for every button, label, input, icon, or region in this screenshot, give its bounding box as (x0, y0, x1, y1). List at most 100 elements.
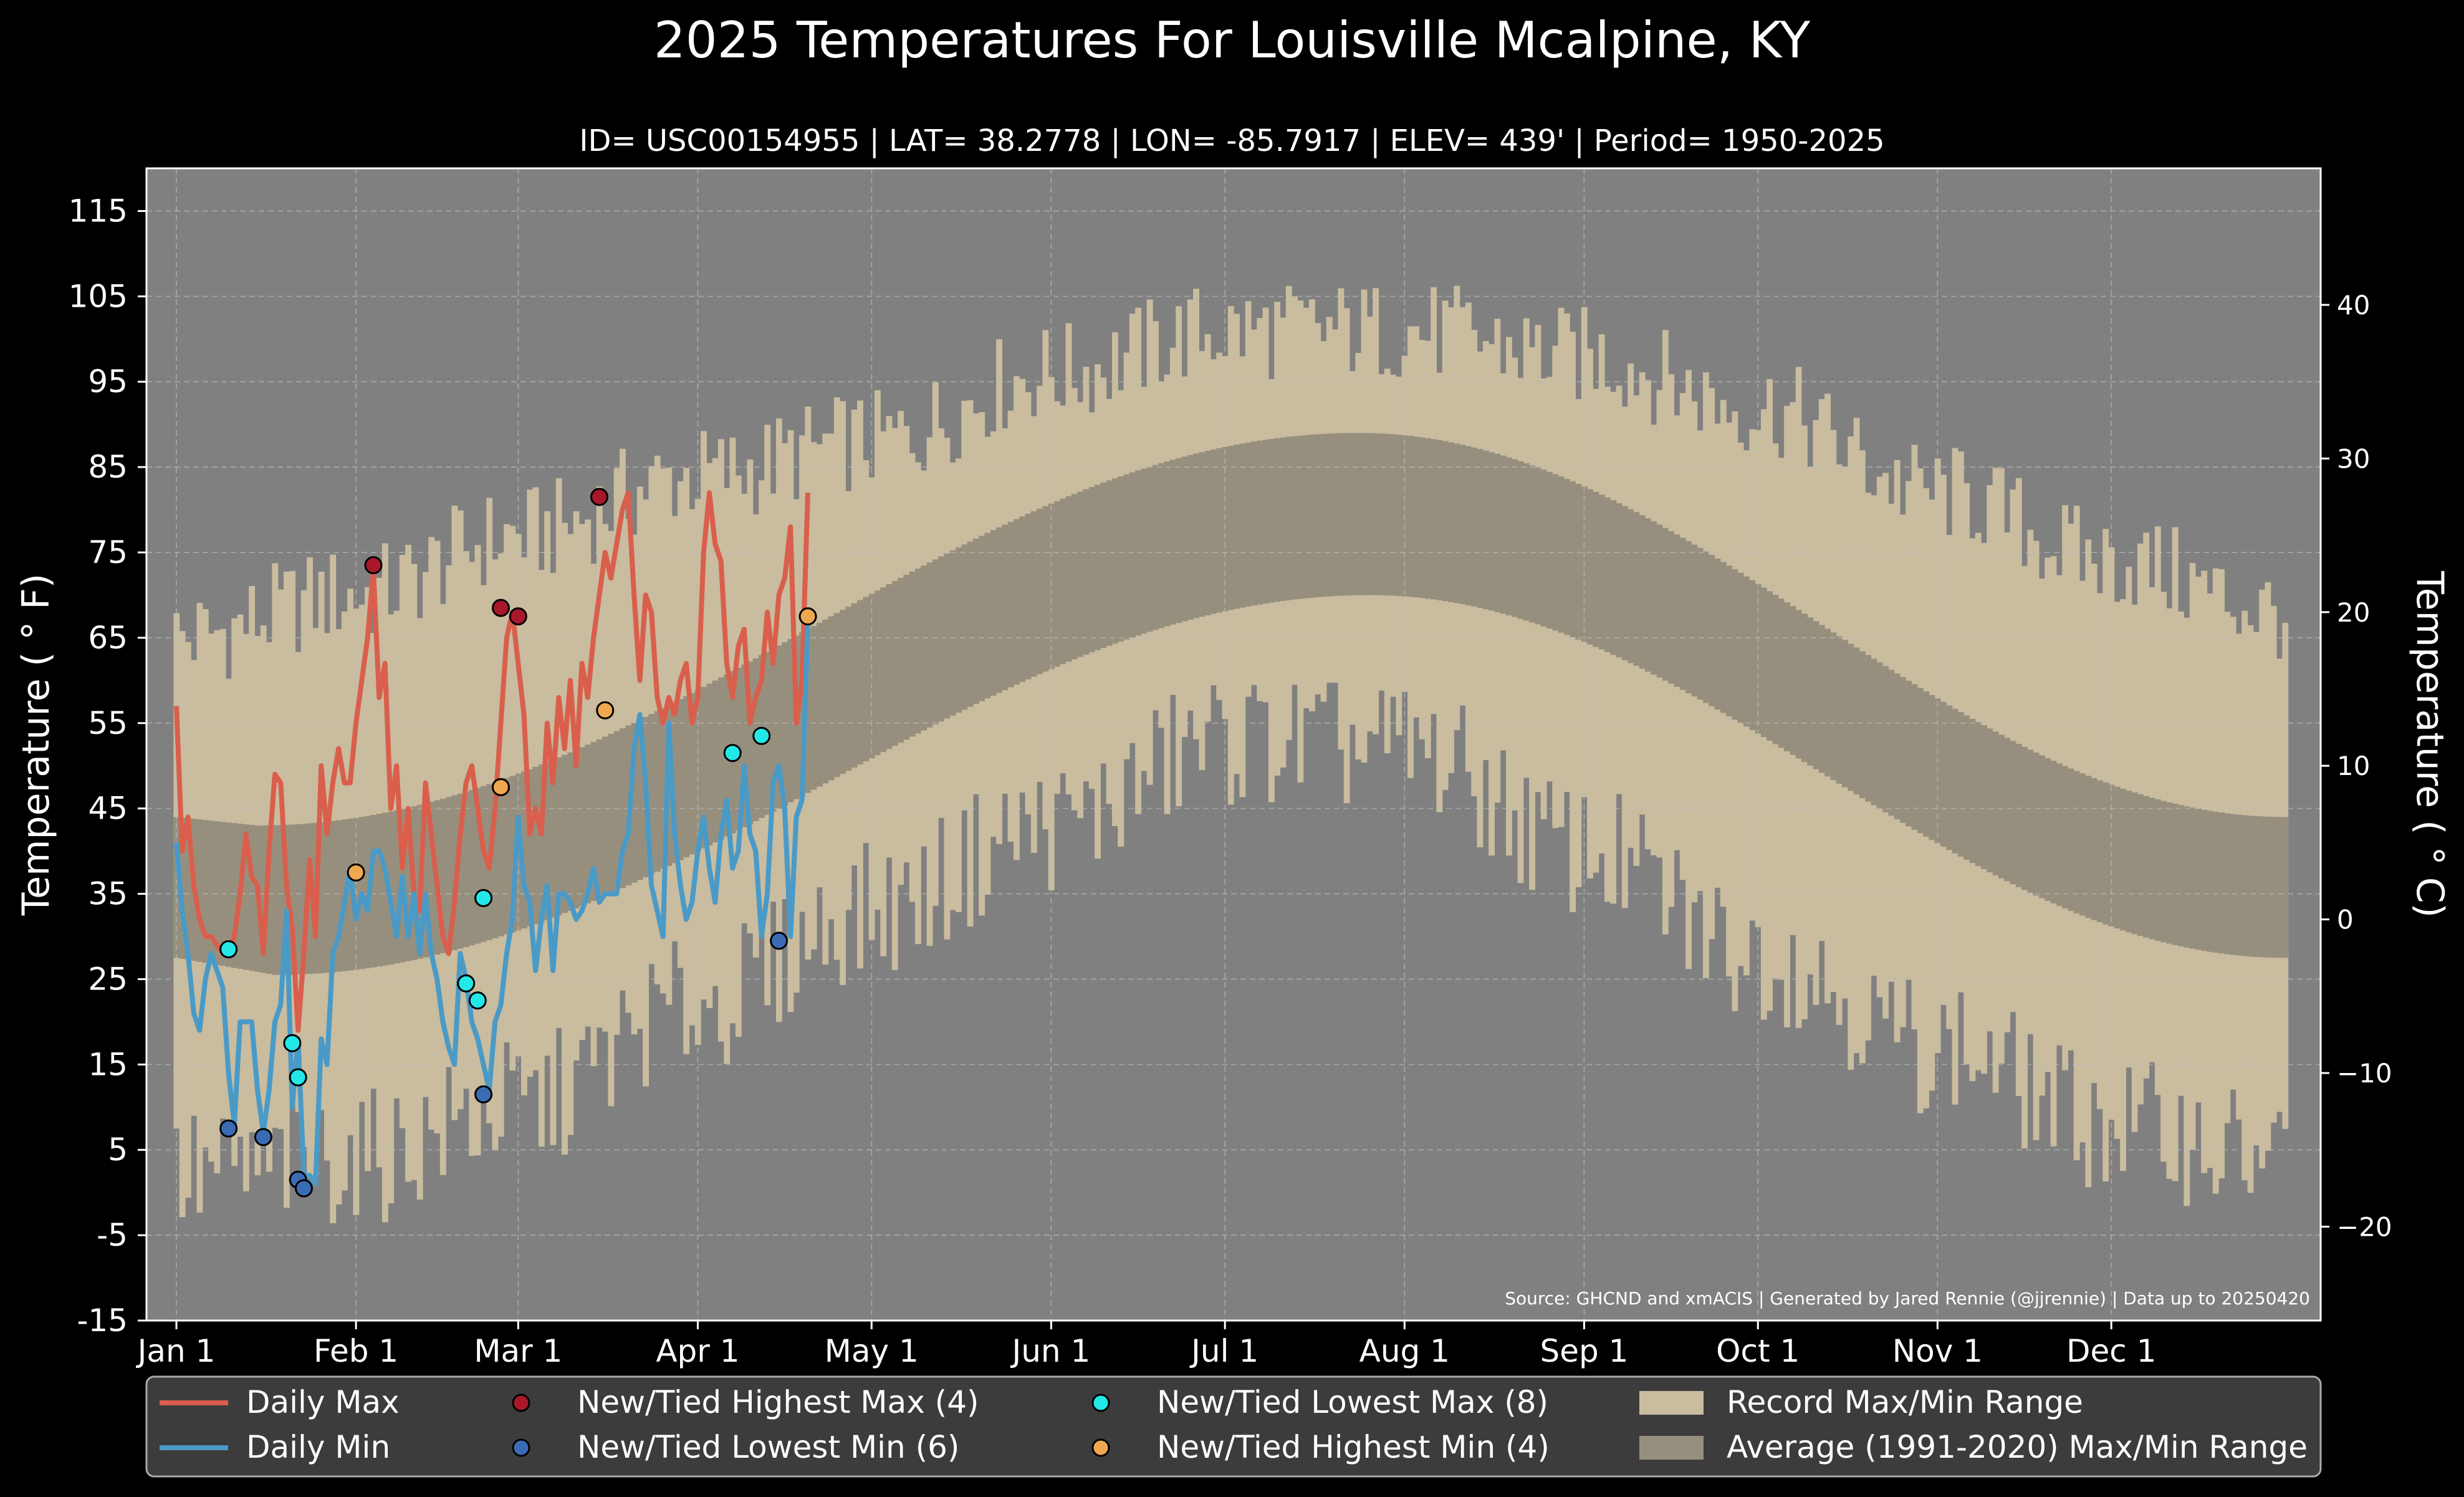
normal-range-bar (1257, 440, 1263, 605)
record-marker (219, 940, 238, 959)
normal-range-bar (1141, 468, 1148, 634)
normal-range-bar (1911, 684, 1918, 830)
normal-range-bar (2270, 817, 2277, 958)
record-marker (219, 1119, 238, 1138)
legend-label-highest-min: New/Tied Highest Min (4) (1157, 1429, 1550, 1465)
legend-swatch-record-range (1639, 1391, 1704, 1415)
normal-range-bar (2265, 816, 2271, 958)
y-tick-label: 25 (88, 961, 128, 997)
normal-range-bar (2212, 811, 2219, 953)
normal-range-bar (2184, 806, 2190, 948)
normal-range-bar (903, 574, 910, 740)
normal-range-bar (1552, 474, 1559, 631)
legend-swatch-lowest-min (512, 1438, 530, 1457)
normal-range-bar (840, 610, 846, 774)
normal-range-bar (492, 782, 499, 938)
normal-range-bar (202, 820, 209, 963)
normal-range-bar (1482, 450, 1489, 610)
normal-range-bar (1459, 445, 1466, 605)
normal-range-bar (596, 739, 603, 898)
normal-range-bar (1535, 467, 1541, 625)
normal-range-bar (2230, 814, 2236, 955)
normal-range-bar (1633, 512, 1640, 666)
normal-range-bar (562, 754, 568, 913)
normal-range-bar (277, 825, 284, 975)
y-right-tick-label: 20 (2337, 597, 2370, 628)
normal-range-bar (949, 550, 956, 716)
normal-range-bar (2241, 815, 2248, 956)
normal-range-bar (1923, 691, 1930, 837)
normal-range-bar (1349, 433, 1356, 595)
y-tick-label: 85 (88, 449, 128, 485)
normal-range-bar (1610, 500, 1617, 655)
normal-range-bar (2276, 817, 2283, 958)
normal-range-bar (898, 577, 904, 743)
record-marker (474, 888, 493, 907)
normal-range-bar (1842, 640, 1848, 787)
normal-range-bar (497, 780, 504, 936)
normal-range-bar (2224, 813, 2231, 955)
record-range-bar (619, 448, 626, 991)
normal-range-bar (1477, 449, 1484, 608)
normal-range-bar (660, 708, 666, 869)
normal-range-bar (914, 568, 921, 734)
normal-range-bar (602, 736, 608, 896)
normal-range-bar (1204, 451, 1211, 615)
normal-range-bar (741, 665, 748, 827)
normal-range-bar (2282, 817, 2289, 958)
normal-range-bar (1906, 680, 1912, 827)
normal-range-bar (2195, 809, 2202, 950)
normal-range-bar (671, 702, 678, 864)
y-right-tick-label: −20 (2337, 1211, 2392, 1242)
normal-range-bar (266, 825, 272, 974)
normal-range-bar (1002, 524, 1009, 690)
normal-range-bar (1158, 463, 1165, 628)
normal-range-bar (782, 642, 789, 806)
normal-range-bar (1373, 433, 1379, 595)
normal-range-bar (1767, 591, 1773, 741)
normal-range-bar (1071, 494, 1078, 660)
normal-range-bar (1013, 519, 1020, 685)
normal-range-bar (1308, 435, 1315, 598)
normal-range-bar (185, 818, 191, 960)
normal-range-bar (2160, 801, 2167, 943)
normal-range-bar (1025, 514, 1032, 680)
normal-range-bar (1164, 461, 1171, 627)
record-range-bar (1517, 378, 1524, 883)
normal-range-bar (173, 817, 180, 958)
normal-range-bar (376, 814, 383, 967)
normal-range-bar (1818, 625, 1825, 773)
normal-range-bar (1813, 621, 1819, 769)
normal-range-bar (2178, 805, 2184, 946)
normal-range-bar (1998, 734, 2005, 878)
normal-range-bar (1494, 453, 1501, 612)
legend-label-lowest-min: New/Tied Lowest Min (6) (577, 1429, 959, 1465)
normal-range-bar (1407, 436, 1414, 597)
normal-range-bar (1037, 508, 1043, 675)
x-tick-label: Feb 1 (314, 1333, 398, 1369)
series-line-daily-min (174, 620, 810, 1187)
normal-range-bar (874, 590, 881, 756)
normal-range-bar (330, 821, 337, 973)
normal-range-bar (1697, 547, 1704, 700)
normal-range-bar (1424, 438, 1431, 599)
normal-range-bar (851, 603, 858, 768)
normal-range-bar (1216, 448, 1223, 613)
normal-range-bar (1320, 433, 1327, 597)
legend-box (145, 1375, 2322, 1478)
normal-range-bar (909, 571, 916, 737)
normal-range-bar (1169, 460, 1176, 625)
normal-range-bar (1616, 503, 1623, 658)
normal-range-bar (2096, 780, 2103, 923)
normal-range-bar (1593, 491, 1599, 647)
normal-range-bar (816, 622, 823, 787)
record-marker (596, 701, 615, 720)
normal-range-bar (1627, 509, 1634, 663)
normal-range-bar (2114, 786, 2121, 929)
normal-range-bar (1836, 636, 1843, 784)
normal-range-bar (381, 812, 388, 966)
normal-range-bar (1100, 483, 1107, 648)
normal-range-bar (1726, 566, 1733, 716)
record-marker (770, 931, 789, 950)
normal-range-bar (1987, 728, 1993, 873)
